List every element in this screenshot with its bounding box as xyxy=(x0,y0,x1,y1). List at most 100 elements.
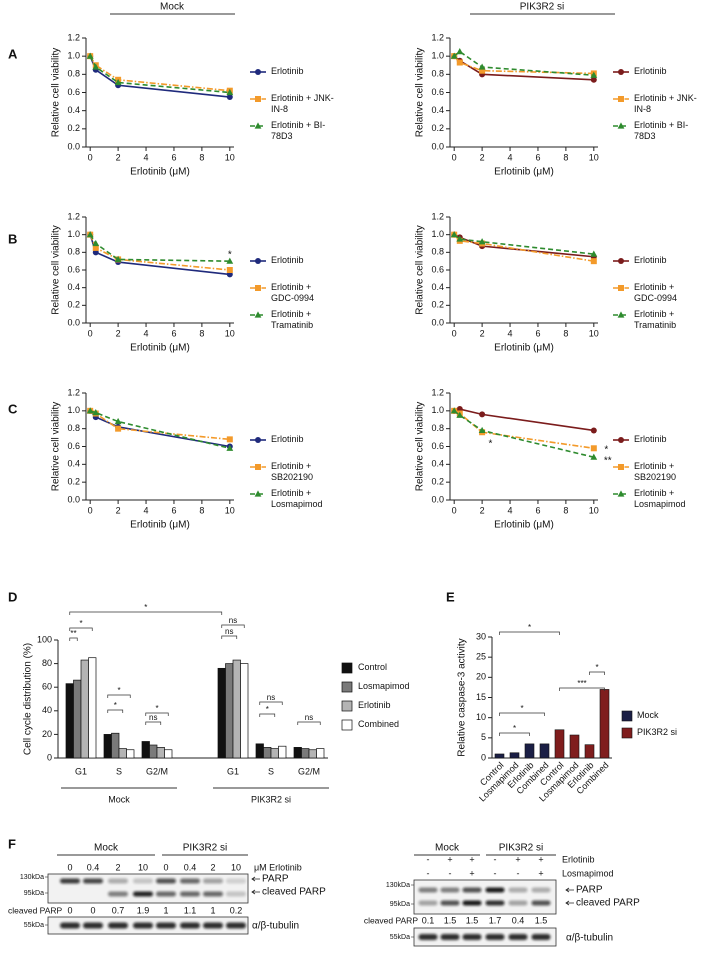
lanes-title: μM Erlotinib xyxy=(254,862,302,872)
blot-band xyxy=(485,887,505,893)
blot-band xyxy=(485,900,505,906)
marker xyxy=(86,407,94,414)
y-tick-label: 0.2 xyxy=(67,477,80,487)
significance: * xyxy=(266,705,269,714)
blot-band xyxy=(180,891,200,897)
x-axis-title: Erlotinib (μM) xyxy=(494,343,554,354)
significance: ns xyxy=(149,713,157,722)
condition-mark: + xyxy=(538,854,543,864)
y-tick-label: 0 xyxy=(481,752,486,762)
y-tick-label: 30 xyxy=(476,631,486,641)
x-tick-label: 2 xyxy=(116,328,121,338)
marker xyxy=(114,78,122,86)
significance: *** xyxy=(577,679,586,688)
marker xyxy=(114,417,122,425)
y-axis-title: Relative cell viability xyxy=(415,48,426,137)
marker xyxy=(255,437,261,443)
y-tick-label: 0.8 xyxy=(67,247,80,257)
bar xyxy=(599,689,610,759)
size-marker: 55kDa xyxy=(390,934,410,941)
legend-swatch xyxy=(341,719,353,731)
y-tick-label: 25 xyxy=(476,652,486,662)
legend-label: Erlotinib xyxy=(358,700,391,710)
lane-label: 0.4 xyxy=(184,862,197,872)
blot-band xyxy=(60,878,80,884)
blot-band xyxy=(440,934,460,940)
x-axis-title: Erlotinib (μM) xyxy=(130,343,190,354)
series-line xyxy=(453,55,594,75)
blot-group-label: PIK3R2 si xyxy=(183,843,227,854)
significance: ns xyxy=(229,616,237,625)
x-tick-label: 4 xyxy=(508,152,513,162)
significance: * xyxy=(489,438,493,449)
y-tick-label: 1.2 xyxy=(67,211,80,221)
bar xyxy=(308,749,317,759)
marker xyxy=(450,407,458,414)
y-tick-label: 1.2 xyxy=(431,387,444,397)
series-line xyxy=(89,410,230,448)
marker xyxy=(226,436,233,443)
bar xyxy=(539,743,550,759)
blot-band xyxy=(531,934,551,940)
marker xyxy=(590,453,598,460)
series-line xyxy=(453,234,594,262)
bar xyxy=(126,749,135,759)
significance: * xyxy=(144,603,147,612)
size-marker: 130kDa xyxy=(386,882,410,889)
legend-label: Erlotinib + GDC-0994 xyxy=(634,282,678,303)
bar xyxy=(111,732,120,759)
legend-label: Erlotinib xyxy=(634,255,667,265)
legend-swatch xyxy=(341,662,353,674)
legend-label: Erlotinib + BI-78D3 xyxy=(634,120,689,141)
x-tick-label: 0 xyxy=(88,328,93,338)
legend-label: Erlotinib xyxy=(634,66,667,76)
y-tick-label: 0.0 xyxy=(431,494,444,504)
bar xyxy=(509,752,520,759)
x-tick-label: G1 xyxy=(75,766,87,776)
lane-label: 10 xyxy=(138,862,148,872)
condition-mark: + xyxy=(515,854,520,864)
blot-band xyxy=(462,887,482,893)
x-tick-label: 2 xyxy=(480,505,485,515)
bar xyxy=(225,663,234,759)
y-axis-title: Relative cell viability xyxy=(415,225,426,314)
x-tick-label: 0 xyxy=(452,505,457,515)
y-tick-label: 5 xyxy=(481,732,486,742)
size-marker: 55kDa xyxy=(24,922,44,929)
legend-label: Erlotinib + Losmapimod xyxy=(634,488,686,509)
significance: ns xyxy=(305,713,313,722)
y-tick-label: 0.4 xyxy=(67,282,80,292)
y-tick-label: 0.8 xyxy=(67,69,80,79)
y-tick-label: 1.0 xyxy=(67,229,80,239)
x-tick-label: 0 xyxy=(88,152,93,162)
marker xyxy=(617,311,625,318)
y-tick-label: 0.8 xyxy=(67,423,80,433)
marker xyxy=(618,437,624,443)
significance-bracket xyxy=(107,709,124,713)
significance-bracket xyxy=(499,712,545,716)
y-tick-label: 0.0 xyxy=(67,141,80,151)
y-tick-label: 1.0 xyxy=(67,405,80,415)
panel-label: D xyxy=(8,589,17,604)
marker xyxy=(590,427,597,434)
condition-mark: - xyxy=(427,854,430,864)
quant-value: 0.4 xyxy=(512,915,525,925)
blot-group-label: PIK3R2 si xyxy=(499,843,543,854)
quant-value: 1.5 xyxy=(444,915,457,925)
series-line xyxy=(89,55,230,92)
y-tick-label: 1.0 xyxy=(67,51,80,61)
marker xyxy=(479,411,486,418)
marker xyxy=(478,63,486,70)
marker xyxy=(456,411,464,418)
legend-label: Erlotinib + GDC-0994 xyxy=(271,282,315,303)
y-tick-label: 0.2 xyxy=(431,123,444,133)
condition-mark: - xyxy=(427,868,430,878)
band-arrow xyxy=(565,900,574,906)
blot-band xyxy=(133,891,153,897)
marker xyxy=(92,244,99,251)
legend-label: Mock xyxy=(637,710,659,720)
condition-mark: - xyxy=(517,868,520,878)
marker xyxy=(478,426,486,434)
legend-label: Erlotinib xyxy=(271,434,304,444)
